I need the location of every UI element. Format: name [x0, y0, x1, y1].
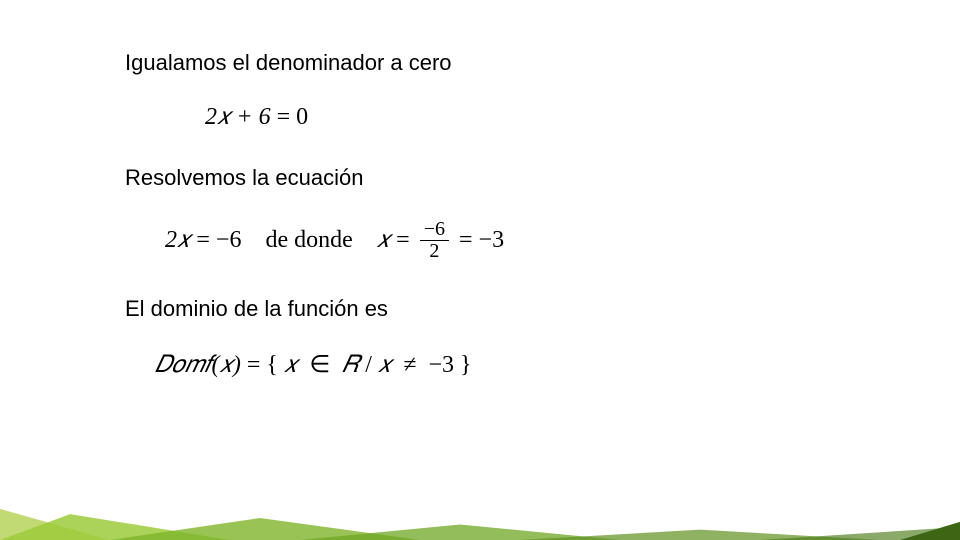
- eq3-set-close: }: [460, 352, 472, 378]
- eq2-frac-den: 2: [425, 241, 443, 262]
- step1-text: Igualamos el denominador a cero: [125, 50, 845, 76]
- eq2-fraction: −6 2: [420, 219, 449, 262]
- eq2-var: 𝑥: [377, 227, 390, 254]
- eq2-part1: 2𝑥 = −6: [165, 227, 241, 254]
- eq3-set-open: {: [266, 352, 278, 378]
- eq3-sep: /: [365, 352, 378, 378]
- eq1-lhs: 2𝑥 + 6: [205, 104, 271, 130]
- eq2-part1-rhs: −6: [216, 227, 242, 253]
- equals-sign: =: [196, 227, 216, 253]
- step3-text: El dominio de la función es: [125, 296, 845, 322]
- eq3-in: ∈: [303, 352, 336, 378]
- eq2-part2: 𝑥 = −6 2 = −3: [377, 219, 504, 262]
- equation-3: 𝐷𝑜𝑚𝑓(𝑥) = { 𝑥 ∈ 𝑅 / 𝑥 ≠ −3 }: [155, 350, 845, 379]
- eq3-neq: ≠: [397, 352, 422, 378]
- step2-text: Resolvemos la ecuación: [125, 165, 845, 191]
- slide-content: Igualamos el denominador a cero 2𝑥 + 6 =…: [125, 50, 845, 379]
- eq2-mid-text: de donde: [265, 227, 352, 254]
- equals-sign: =: [277, 104, 297, 130]
- eq3-cond-var: 𝑥: [378, 352, 391, 378]
- equation-2: 2𝑥 = −6 de donde 𝑥 = −6 2 = −3: [165, 219, 845, 262]
- eq2-frac-num: −6: [420, 219, 449, 241]
- eq3-var: 𝑥: [284, 352, 297, 378]
- eq2-result: −3: [479, 227, 505, 254]
- eq1-rhs: 0: [296, 104, 308, 130]
- eq3-cond-val: −3: [428, 352, 454, 378]
- eq2-part1-lhs: 2𝑥: [165, 227, 190, 253]
- equation-1: 2𝑥 + 6 = 0: [205, 104, 845, 131]
- equals-sign: =: [390, 227, 416, 254]
- bottom-triangle-decoration: [0, 400, 960, 540]
- equals-sign: =: [247, 352, 267, 378]
- eq3-label: 𝐷𝑜𝑚𝑓(𝑥): [155, 352, 241, 378]
- equals-sign: =: [453, 227, 479, 254]
- eq3-setname: 𝑅: [342, 352, 359, 378]
